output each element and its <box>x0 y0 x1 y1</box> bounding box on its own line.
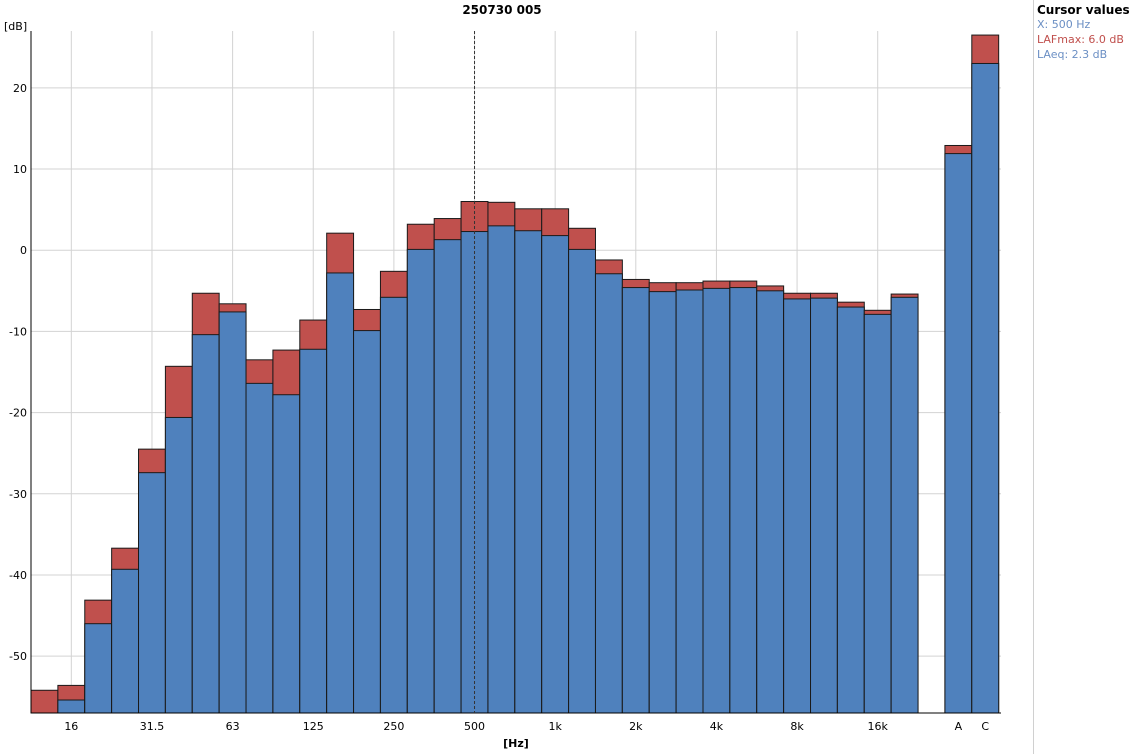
bar-laeq <box>379 296 408 714</box>
cursor-values-title: Cursor values <box>1037 3 1130 17</box>
cursor-x-value: X: 500 Hz <box>1037 18 1091 31</box>
y-tick-labels: 20 10 0 -10 -20 -30 -40 -50 <box>9 82 27 663</box>
bar-laeq <box>191 334 220 714</box>
y-axis-unit-label: [dB] <box>4 20 27 33</box>
x-tick-label: 250 <box>383 720 404 733</box>
bar-series <box>30 34 1000 714</box>
bar-laeq <box>944 153 973 714</box>
bar-laeq <box>433 239 462 714</box>
x-tick-labels: 16 31.5 63 125 250 500 1k 2k 4k 8k 16k A C <box>64 720 989 733</box>
bar-laeq <box>218 311 247 714</box>
bar-laeq <box>487 225 516 714</box>
x-tick-label: 63 <box>226 720 240 733</box>
y-tick-label: -50 <box>9 650 27 663</box>
x-tick-label: 16k <box>868 720 889 733</box>
bar-laeq <box>406 248 435 714</box>
bar-laeq <box>568 248 596 714</box>
x-tick-label: 4k <box>710 720 724 733</box>
bar-laeq <box>514 230 543 714</box>
bar-laeq <box>675 289 704 714</box>
y-tick-label: -40 <box>9 569 27 582</box>
x-tick-label: 8k <box>790 720 804 733</box>
x-axis-unit-label: [Hz] <box>503 737 529 750</box>
y-tick-label: 0 <box>20 244 27 257</box>
cursor-lafmax-value: LAFmax: 6.0 dB <box>1037 33 1124 46</box>
spectrum-chart: 250730 005 [dB] [Hz] 20 10 0 -10 -20 -30 -40 -5… <box>4 3 1001 750</box>
x-tick-label: 2k <box>629 720 643 733</box>
bar-laeq <box>729 287 758 714</box>
chart-title: 250730 005 <box>462 3 541 17</box>
bar-laeq <box>621 287 650 714</box>
bar-laeq <box>863 313 892 714</box>
bar-laeq <box>272 394 301 714</box>
cursor-values-panel: Cursor values X: 500 Hz LAFmax: 6.0 dB L… <box>1033 0 1134 754</box>
x-tick-label: A <box>955 720 963 733</box>
x-tick-label: 1k <box>548 720 562 733</box>
bar-laeq <box>57 699 86 714</box>
bar-laeq <box>164 416 193 714</box>
y-tick-label: -30 <box>9 488 27 501</box>
bar-laeq <box>648 291 677 714</box>
cursor-laeq-value: LAeq: 2.3 dB <box>1037 48 1108 61</box>
bar-lafmax <box>30 689 59 714</box>
bar-laeq <box>326 272 355 714</box>
bar-laeq <box>890 296 919 714</box>
bar-laeq <box>783 298 812 714</box>
bar-laeq <box>299 348 328 714</box>
bar-laeq <box>702 287 731 714</box>
x-tick-label: 125 <box>303 720 324 733</box>
y-tick-label: -10 <box>9 325 27 338</box>
bar-laeq <box>594 273 623 714</box>
bar-laeq <box>84 623 113 714</box>
bar-laeq <box>353 330 381 714</box>
x-tick-label: 16 <box>64 720 78 733</box>
bar-laeq <box>836 306 865 714</box>
bar-laeq <box>541 235 570 714</box>
bar-laeq <box>111 568 140 714</box>
x-tick-label: 31.5 <box>140 720 165 733</box>
y-tick-label: -20 <box>9 407 27 420</box>
bar-laeq <box>810 297 838 714</box>
x-tick-label: 500 <box>464 720 485 733</box>
x-tick-label: C <box>981 720 989 733</box>
y-tick-label: 20 <box>13 82 27 95</box>
bar-laeq <box>138 472 166 714</box>
axes <box>30 31 1001 714</box>
bar-laeq <box>756 290 785 714</box>
bar-laeq <box>971 62 1000 714</box>
bar-laeq <box>245 382 274 714</box>
y-tick-label: 10 <box>13 163 27 176</box>
